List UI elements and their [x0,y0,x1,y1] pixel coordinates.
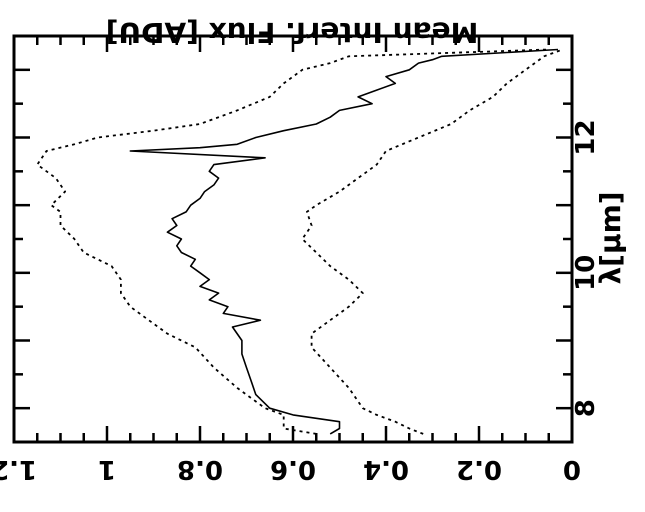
x-axis-label: λ[μm] [594,191,627,284]
tick-labels: 8 10 12 0 0.2 0.4 0.6 0.8 1 1.2 [0,119,601,484]
y-tick-label: 0.8 [177,454,223,484]
plot-frame [12,34,574,444]
series-bound-line-2 [301,48,564,435]
y-axis-label: Mean Interf. Flux [ADU] [106,16,479,49]
series-mean-line [129,48,559,435]
series-bound-line-1 [36,48,549,435]
y-tick-label: 0.4 [363,454,409,484]
series-group [36,48,564,435]
x-tick-label: 10 [571,255,601,291]
ticks [12,34,574,444]
y-tick-label: 0 [563,454,581,484]
y-tick-label: 0.6 [270,454,316,484]
y-tick-label: 0.2 [456,454,502,484]
x-tick-label: 12 [571,119,601,155]
y-tick-label: 1.2 [0,454,37,484]
x-tick-label: 8 [571,399,601,417]
y-tick-label: 1 [98,454,116,484]
